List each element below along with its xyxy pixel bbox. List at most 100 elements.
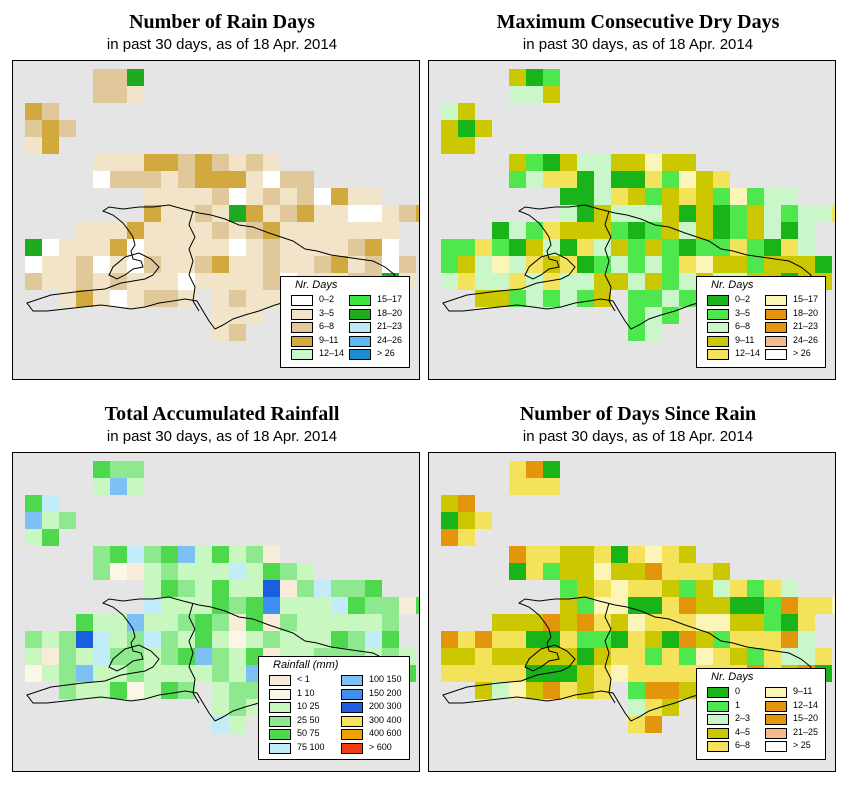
grid-cell [526,563,543,580]
grid-cell [611,563,628,580]
grid-cell [331,580,348,597]
grid-cell [781,188,798,205]
legend-swatch [349,335,371,347]
grid-cell [526,239,543,256]
grid-cell [594,665,611,682]
grid-cell [815,256,832,273]
grid-cell [730,631,747,648]
grid-cell [110,682,127,699]
legend-swatch [291,322,313,333]
grid-cell [509,563,526,580]
legend-swatch [765,687,787,698]
grid-cell [25,137,42,154]
grid-cell [543,682,560,699]
legend-swatch [341,675,363,686]
grid-cell [127,290,144,307]
grid-cell [399,597,416,614]
grid-cell [764,188,781,205]
grid-cell [229,648,246,665]
grid-cell [747,222,764,239]
grid-cell [764,631,781,648]
grid-cell [560,580,577,597]
legend-swatch [707,727,729,739]
grid-cell [144,614,161,631]
legend-label: 12–14 [735,348,761,358]
grid-cell [628,563,645,580]
grid-cell [628,699,645,716]
grid-cell [348,188,365,205]
grid-cell [246,580,263,597]
grid-cell [577,154,594,171]
grid-cell [679,239,696,256]
grid-cell [178,631,195,648]
grid-cell [526,69,543,86]
grid-cell [492,222,509,239]
grid-cell [696,256,713,273]
island-outline [442,596,812,722]
grid-cell [161,256,178,273]
grid-cell [59,239,76,256]
grid-cell [229,256,246,273]
grid-cell [594,171,611,188]
grid-cell [212,154,229,171]
grid-cell [492,256,509,273]
map-days-since-rain: Nr. Days 0 1 2–3 4–5 6–8 9–11 12–14 15–20 21–25 >… [428,452,836,772]
grid-cell [594,222,611,239]
grid-cell [662,563,679,580]
grid-cell [127,614,144,631]
legend-label: > 25 [793,740,811,750]
grid-cell [280,188,297,205]
grid-cell [297,563,314,580]
grid-cell [577,648,594,665]
grid-cell [458,256,475,273]
grid-cell [280,205,297,222]
grid-cell [93,239,110,256]
grid-cell [798,614,815,631]
grid-cell [110,631,127,648]
grid-cell [314,580,331,597]
grid-cell [42,137,59,154]
grid-cell [781,222,798,239]
grid-cell [628,256,645,273]
grid-cell [747,580,764,597]
grid-cell [144,205,161,222]
grid-cell [178,580,195,597]
legend-swatch [707,308,729,320]
grid-cell [798,239,815,256]
grid-cell [93,461,110,478]
grid-cell [798,597,815,614]
legend-label: 24–26 [377,334,403,345]
grid-cell [178,222,195,239]
grid-cell [161,546,178,563]
grid-cell [42,103,59,120]
grid-cell [594,631,611,648]
grid-cell [475,682,492,699]
grid-cell [144,682,161,699]
grid-cell [93,222,110,239]
grid-cell [229,682,246,699]
grid-cell [611,546,628,563]
grid-cell [93,665,110,682]
legend-label: 21–23 [793,321,819,331]
grid-cell [509,290,526,307]
grid-cell [144,546,161,563]
grid-cell [314,614,331,631]
grid-cell [696,648,713,665]
legend-swatch [707,349,729,360]
grid-cell [110,154,127,171]
grid-cell [577,580,594,597]
legend-label: 2–3 [735,713,751,723]
grid-cell [696,188,713,205]
grid-cell [212,631,229,648]
grid-cell [161,273,178,290]
grid-cell [246,273,263,290]
grid-cell [93,631,110,648]
grid-cell [764,648,781,665]
grid-cell [458,631,475,648]
grid-cell [662,290,679,307]
grid-cell [178,171,195,188]
grid-cell [280,563,297,580]
grid-cell [645,256,662,273]
grid-cell [645,597,662,614]
grid-cell [76,665,93,682]
